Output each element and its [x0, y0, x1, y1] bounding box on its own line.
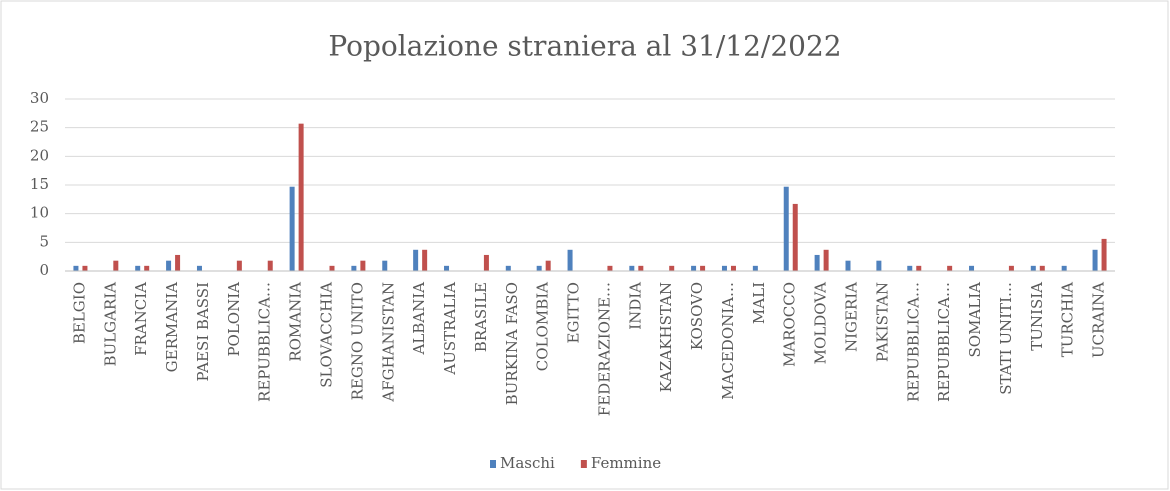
- bar: [267, 260, 273, 271]
- bar: [845, 260, 851, 271]
- y-tick-label: 0: [39, 261, 49, 279]
- x-tick-label: GERMANIA: [163, 282, 181, 372]
- bar: [360, 260, 366, 271]
- x-tick-label: PAKISTAN: [873, 282, 891, 362]
- y-tick-label: 25: [30, 118, 49, 136]
- bar: [422, 249, 428, 271]
- x-tick-label: EGITTO: [565, 282, 583, 343]
- bar: [1061, 265, 1067, 271]
- x-tick-label: SLOVACCHIA: [318, 282, 336, 388]
- bar: [444, 265, 450, 271]
- bar: [298, 123, 304, 271]
- bar: [876, 260, 882, 271]
- bar: [536, 265, 542, 271]
- bar: [413, 249, 419, 271]
- bar: [289, 186, 295, 271]
- x-tick-label: SOMALIA: [966, 282, 984, 358]
- bar: [721, 265, 727, 271]
- bar: [823, 249, 829, 271]
- bar: [82, 265, 88, 271]
- bar: [669, 265, 675, 271]
- x-tick-label: KOSOVO: [688, 282, 706, 350]
- x-tick-label: FRANCIA: [132, 282, 150, 356]
- bar: [907, 265, 913, 271]
- x-tick-label: COLOMBIA: [534, 282, 552, 371]
- bar: [969, 265, 975, 271]
- bar: [752, 265, 758, 271]
- x-tick-label: MAROCCO: [781, 282, 799, 367]
- x-tick-label: POLONIA: [225, 282, 243, 357]
- x-tick-label: ALBANIA: [410, 282, 428, 356]
- x-tick-label: KAZAKHSTAN: [657, 282, 675, 392]
- bar: [196, 265, 202, 271]
- x-tick-label: MACEDONIA…: [719, 282, 737, 400]
- x-tick-label: ROMANIA: [287, 282, 305, 362]
- legend-label: Maschi: [500, 454, 555, 472]
- y-tick-label: 10: [30, 204, 49, 222]
- legend-swatch: [490, 460, 496, 468]
- x-tick-label: STATI UNITI…: [997, 282, 1015, 395]
- bar: [113, 260, 119, 271]
- bar: [382, 260, 388, 271]
- bar: [175, 254, 181, 271]
- bar: [814, 254, 820, 271]
- bar: [144, 265, 150, 271]
- bar: [916, 265, 922, 271]
- bar: [329, 265, 335, 271]
- x-tick-label: UCRAINA: [1090, 282, 1108, 358]
- legend-swatch: [580, 460, 587, 468]
- x-tick-label: TUNISIA: [1028, 282, 1046, 351]
- x-tick-label: REGNO UNITO: [348, 282, 366, 400]
- y-tick-label: 20: [30, 146, 49, 164]
- bar: [691, 265, 697, 271]
- bar: [792, 203, 798, 271]
- y-tick-label: 5: [39, 232, 49, 250]
- x-tick-label: BULGARIA: [101, 282, 119, 367]
- x-tick-label: REPUBBLICA…: [256, 282, 274, 402]
- bar: [629, 265, 635, 271]
- bar: [1008, 265, 1014, 271]
- bar: [351, 265, 357, 271]
- x-tick-label: REPUBBLICA…: [904, 282, 922, 402]
- bar: [947, 265, 953, 271]
- bar: [1092, 249, 1098, 271]
- x-tick-label: FEDERAZIONE…: [595, 282, 613, 416]
- bar: [1101, 238, 1107, 271]
- x-tick-label: BRASILE: [472, 282, 490, 352]
- y-tick-label: 30: [30, 89, 49, 107]
- x-tick-label: AUSTRALIA: [441, 282, 459, 376]
- bar: [730, 265, 736, 271]
- bar: [236, 260, 242, 271]
- x-tick-label: NIGERIA: [843, 282, 861, 352]
- bar: [607, 265, 613, 271]
- bar: [567, 249, 573, 271]
- x-tick-label: TURCHIA: [1059, 282, 1077, 357]
- x-tick-label: BELGIO: [70, 282, 88, 344]
- legend-label: Femmine: [591, 454, 661, 472]
- bar: [638, 265, 644, 271]
- x-tick-label: INDIA: [626, 282, 644, 330]
- bar: [135, 265, 141, 271]
- x-tick-label: PAESI BASSI: [194, 282, 212, 382]
- x-tick-label: AFGHANISTAN: [379, 282, 397, 403]
- y-tick-label: 15: [30, 175, 49, 193]
- bar: [483, 254, 489, 271]
- bar: [73, 265, 79, 271]
- bar: [505, 265, 511, 271]
- bar: [545, 260, 551, 271]
- bar: [166, 260, 172, 271]
- bar: [1030, 265, 1036, 271]
- chart-title: Popolazione straniera al 31/12/2022: [328, 30, 841, 63]
- x-tick-label: MOLDOVA: [812, 282, 830, 364]
- bar: [783, 186, 789, 271]
- x-tick-label: REPUBBLICA…: [935, 282, 953, 402]
- x-tick-label: BURKINA FASO: [503, 282, 521, 405]
- x-tick-label: MALI: [750, 282, 768, 324]
- bar: [1039, 265, 1045, 271]
- bar: [700, 265, 706, 271]
